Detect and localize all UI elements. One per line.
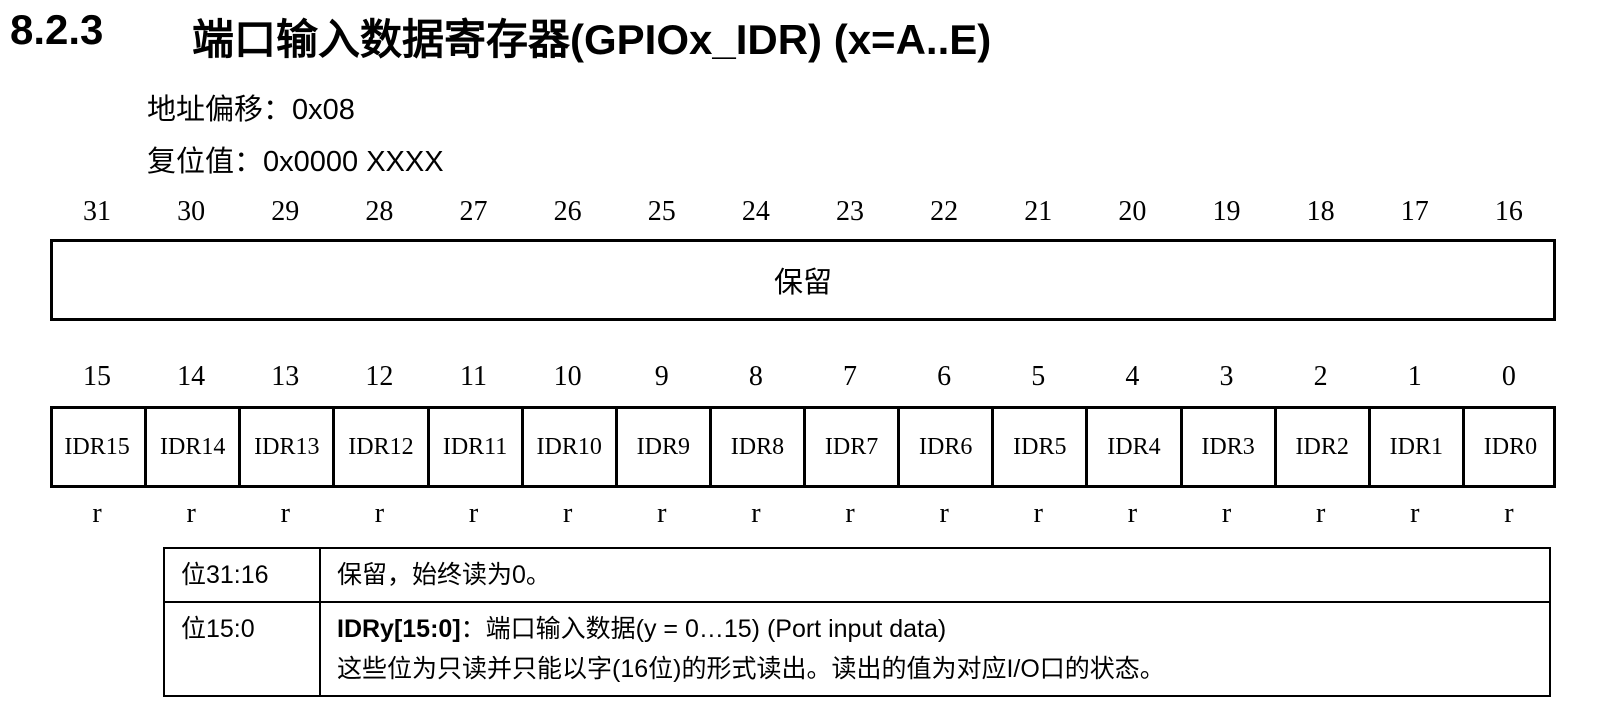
- bit-field: IDR12: [332, 409, 426, 485]
- access-type: r: [845, 498, 855, 529]
- address-offset: 地址偏移：0x08: [147, 94, 355, 126]
- bit-number: 7: [843, 361, 857, 392]
- bit-field: IDR6: [897, 409, 991, 485]
- bit-field: IDR7: [803, 409, 897, 485]
- bit-field: IDR15: [64, 433, 130, 460]
- bit-number: 16: [1494, 196, 1523, 227]
- bit-field: IDR1: [1367, 409, 1462, 485]
- bit-field: IDR11: [426, 409, 521, 485]
- bit-number: 25: [647, 196, 676, 227]
- access-type: r: [751, 498, 761, 529]
- description-cell: 保留，始终读为0。: [319, 547, 1551, 603]
- bit-field: IDR8: [708, 409, 803, 485]
- bit-number: 26: [553, 196, 582, 227]
- bit-number: 0: [1501, 361, 1516, 392]
- section-number: 8.2.3: [10, 6, 104, 53]
- access-type: r: [939, 498, 949, 529]
- bit-number: 14: [177, 361, 206, 392]
- bit-number: 10: [553, 361, 582, 392]
- table-row: 位31:16 保留，始终读为0。: [163, 547, 1551, 603]
- bit-number: 30: [177, 196, 206, 227]
- description-cell: IDRy[15:0]：端口输入数据(y = 0…15) (Port input …: [319, 601, 1551, 697]
- bits-cell: 位15:0: [163, 601, 321, 697]
- bit-field: IDR5: [991, 409, 1085, 485]
- bit-field: IDR10: [520, 409, 615, 485]
- access-type: r: [562, 498, 573, 529]
- access-type: r: [1127, 498, 1138, 529]
- access-type: r: [1033, 498, 1043, 529]
- reserved-field: 保留: [773, 265, 832, 299]
- bit-number: 28: [365, 196, 394, 227]
- access-type: r: [1410, 498, 1420, 529]
- bit-field: IDR9: [614, 409, 709, 485]
- lower-register: IDR15 IDR14 IDR13 IDR12 IDR11 IDR10 IDR9 IDR8 ID…: [50, 406, 1556, 488]
- bits-cell: 位31:16: [163, 547, 321, 603]
- bit-field: IDR13: [238, 409, 332, 485]
- bit-number: 9: [654, 361, 669, 392]
- bit-number: 17: [1400, 196, 1429, 227]
- upper-register: 保留: [50, 239, 1556, 321]
- access-type: r: [280, 498, 290, 529]
- field-name: IDRy[15:0]: [337, 615, 461, 643]
- bit-number: 29: [271, 196, 300, 227]
- bit-field: IDR2: [1273, 409, 1368, 485]
- bit-field: IDR4: [1085, 409, 1179, 485]
- bit-number: 6: [937, 361, 952, 392]
- bit-number: 20: [1118, 196, 1147, 227]
- bit-field: IDR14: [144, 409, 238, 485]
- reset-value: 复位值：0x0000 XXXX: [147, 146, 444, 178]
- bit-number: 4: [1125, 361, 1140, 392]
- access-type: r: [468, 498, 479, 529]
- bit-number: 1: [1407, 361, 1422, 392]
- bit-number: 12: [365, 361, 394, 392]
- table-row: 位15:0 IDRy[15:0]：端口输入数据(y = 0…15) (Port …: [163, 601, 1551, 697]
- bit-number: 8: [748, 361, 763, 392]
- bit-number: 19: [1212, 196, 1241, 227]
- bit-field: IDR0: [1461, 409, 1556, 485]
- access-type: r: [186, 498, 196, 529]
- section-title: 端口输入数据寄存器(GPIOx_IDR) (x=A..E): [192, 16, 992, 63]
- bit-number: 24: [741, 196, 770, 227]
- description: 这些位为只读并只能以字(16位)的形式读出。读出的值为对应I/O口的状态。: [337, 655, 1165, 683]
- bit-description-table: 位31:16 保留，始终读为0。 位15:0 IDRy[15:0]：端口输入数据…: [163, 547, 1551, 697]
- bit-field: IDR3: [1179, 409, 1274, 485]
- access-type: r: [92, 498, 102, 529]
- bit-number: 15: [83, 361, 111, 392]
- bit-number: 31: [83, 196, 111, 227]
- description: ：端口输入数据(y = 0…15) (Port input data): [460, 615, 947, 643]
- bit-number: 13: [271, 361, 300, 392]
- bit-number: 3: [1219, 361, 1234, 392]
- description: 保留，始终读为0。: [337, 561, 551, 589]
- bit-number: 23: [836, 196, 864, 227]
- access-type: r: [1221, 498, 1232, 529]
- bit-number: 18: [1306, 196, 1335, 227]
- access-type: r: [374, 498, 385, 529]
- access-type: r: [1315, 498, 1326, 529]
- bit-number: 27: [459, 196, 488, 227]
- bit-number: 22: [930, 196, 959, 227]
- bit-number: 11: [460, 361, 487, 392]
- bit-number: 5: [1031, 361, 1046, 392]
- access-type: r: [657, 498, 667, 529]
- bit-number: 21: [1024, 196, 1053, 227]
- bit-number: 2: [1313, 361, 1328, 392]
- access-type: r: [1504, 498, 1514, 529]
